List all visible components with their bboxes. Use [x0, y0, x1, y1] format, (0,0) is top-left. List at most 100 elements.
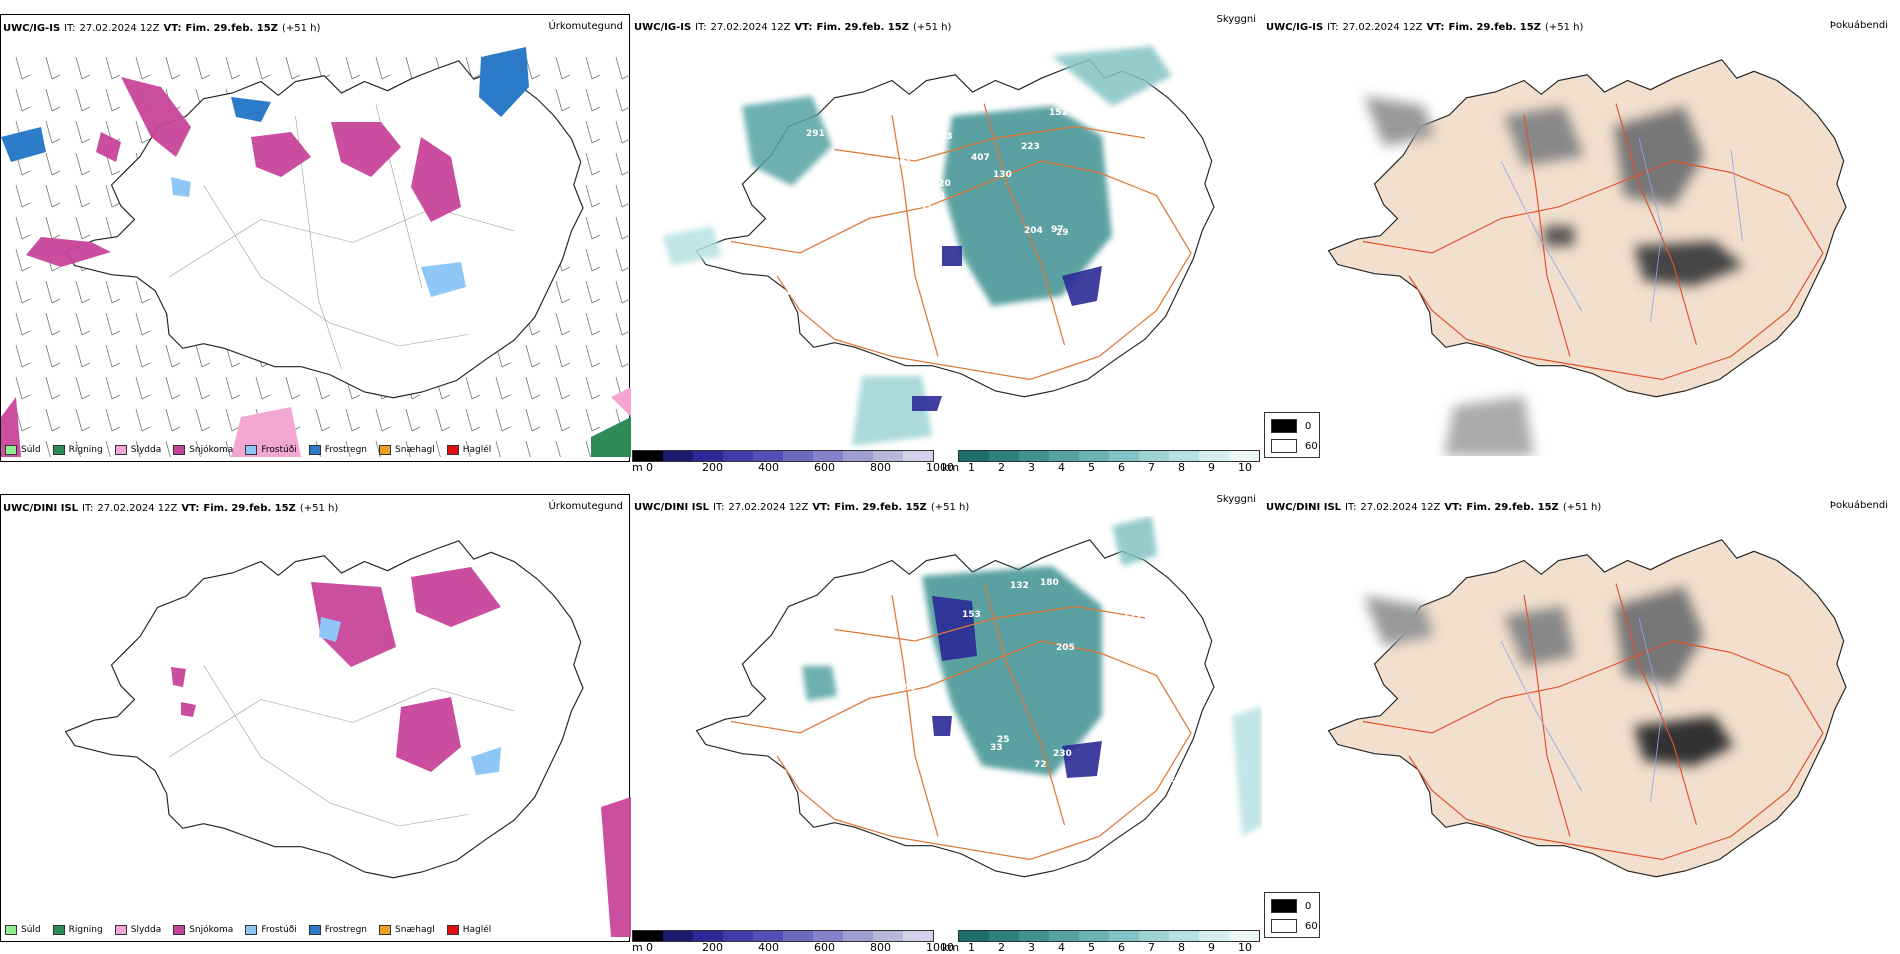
wind-barb: [15, 344, 31, 368]
wind-barb: [75, 184, 91, 208]
wind-barb: [465, 408, 481, 432]
scale-swatch: [1139, 451, 1169, 461]
legend-label: Frostregn: [324, 445, 368, 455]
wind-barb: [585, 56, 601, 80]
wind-barb: [75, 440, 81, 457]
visibility-value-label: 291: [806, 129, 825, 139]
km-tick-label: 1: [968, 941, 975, 954]
km-tick-label: 4: [1058, 461, 1065, 474]
visibility-value-label: 22: [820, 304, 833, 314]
scale-swatch: [873, 931, 903, 941]
legend-item: Slydda: [114, 445, 162, 455]
scale-swatch: [753, 451, 783, 461]
wind-barb: [495, 376, 511, 400]
fog-legend-high: 0: [1305, 420, 1312, 432]
fog-legend: 0 60: [1264, 412, 1320, 458]
wind-barb: [555, 440, 561, 457]
wind-barb: [75, 376, 91, 400]
visibility-value-label: 119: [908, 745, 927, 755]
wind-barb: [75, 216, 91, 240]
wind-barb: [15, 216, 31, 240]
fog-legend-high: 0: [1305, 900, 1312, 912]
it-label: IT:: [82, 502, 94, 514]
legend-swatch: [446, 445, 459, 455]
wind-barb: [45, 88, 61, 112]
legend-swatch: [173, 925, 186, 935]
legend-label: Snjókoma: [189, 925, 234, 935]
legend-swatch: [52, 445, 65, 455]
vt-label: VT:: [1444, 501, 1463, 513]
km-tick-label: 6: [1118, 941, 1125, 954]
fog-panel-row1: UWC/IG-IS IT: 27.02.2024 12Z VT: Fim. 29…: [1264, 14, 1894, 462]
visibility-value-label: 21: [1169, 775, 1182, 785]
wind-barb: [255, 376, 271, 400]
precip-map: [64, 540, 631, 937]
panel-header: UWC/IG-IS IT: 27.02.2024 12Z VT: Fim. 29…: [634, 14, 1256, 34]
legend-item: Snæhagl: [379, 445, 435, 455]
scale-swatch: [753, 931, 783, 941]
legend-item: Snæhagl: [379, 925, 435, 935]
km-tick-label: 9: [1208, 941, 1215, 954]
km-unit: km: [942, 461, 960, 474]
visibility-value-label: 219: [920, 204, 939, 214]
scale-swatch: [1019, 451, 1049, 461]
scale-swatch: [843, 451, 873, 461]
panel-title: Skyggni: [1216, 14, 1256, 25]
lead-time: (+51 h): [281, 22, 321, 34]
legend-label: Snæhagl: [395, 445, 435, 455]
visibility-value-label: 17: [886, 576, 899, 586]
wind-barb: [135, 312, 151, 336]
wind-barb: [165, 56, 181, 80]
legend-item: Slydda: [114, 925, 162, 935]
wind-barb: [75, 344, 91, 368]
visibility-value-label: 320: [800, 180, 819, 190]
panel-header: UWC/IG-IS IT: 27.02.2024 12Z VT: Fim. 29…: [3, 21, 623, 35]
wind-barb: [615, 152, 631, 176]
wind-barb: [615, 280, 631, 304]
scale-swatch: [873, 451, 903, 461]
km-tick-label: 2: [998, 941, 1005, 954]
fog-panel-row2: UWC/DINI ISL IT: 27.02.2024 12Z VT: Fim.…: [1264, 494, 1894, 942]
km-tick-label: 1: [968, 461, 975, 474]
legend-swatch: [379, 925, 392, 935]
km-tick-label: 2: [998, 461, 1005, 474]
legend-swatch: [5, 445, 17, 455]
wind-barb: [45, 312, 61, 336]
legend-label: Slydda: [130, 925, 162, 935]
wind-barb: [165, 344, 181, 368]
visibility-value-label: 35: [1123, 275, 1136, 285]
panel-header: UWC/DINI ISL IT: 27.02.2024 12Z VT: Fim.…: [1266, 500, 1888, 514]
visibility-value-label: 501: [927, 192, 946, 202]
legend-swatch: [308, 925, 321, 935]
wind-barb: [195, 344, 211, 368]
scale-swatch: [723, 451, 753, 461]
vt-label: VT:: [1426, 21, 1445, 33]
wind-barb: [615, 248, 631, 272]
wind-barb: [45, 280, 61, 304]
visibility-value-label: 303: [932, 98, 951, 108]
legend-item: Frostregn: [308, 445, 368, 455]
wind-barb: [615, 120, 631, 144]
it-label: IT:: [1327, 21, 1339, 33]
wind-barb: [375, 408, 391, 432]
scale-swatch: [1109, 931, 1139, 941]
wind-barb: [15, 184, 31, 208]
wind-barb: [585, 248, 601, 272]
visibility-value-label: 97: [1051, 225, 1064, 235]
wind-barb: [585, 312, 601, 336]
scale-swatch: [843, 931, 873, 941]
scale-swatch: [633, 931, 663, 941]
legend-label: Slydda: [130, 445, 162, 455]
wind-barb: [345, 56, 361, 80]
legend-item: Snjókoma: [173, 925, 233, 935]
it-value: 27.02.2024 12Z: [79, 22, 160, 34]
visibility-value-label: 29: [1056, 228, 1069, 238]
wind-barb: [435, 440, 441, 457]
wind-barb: [15, 376, 31, 400]
m-tick-label: 1000: [926, 941, 954, 954]
wind-barb: [165, 440, 171, 457]
legend-item: Rigning: [52, 445, 103, 455]
wind-barb: [135, 344, 151, 368]
wind-barb: [405, 408, 421, 432]
wind-barb: [555, 56, 571, 80]
